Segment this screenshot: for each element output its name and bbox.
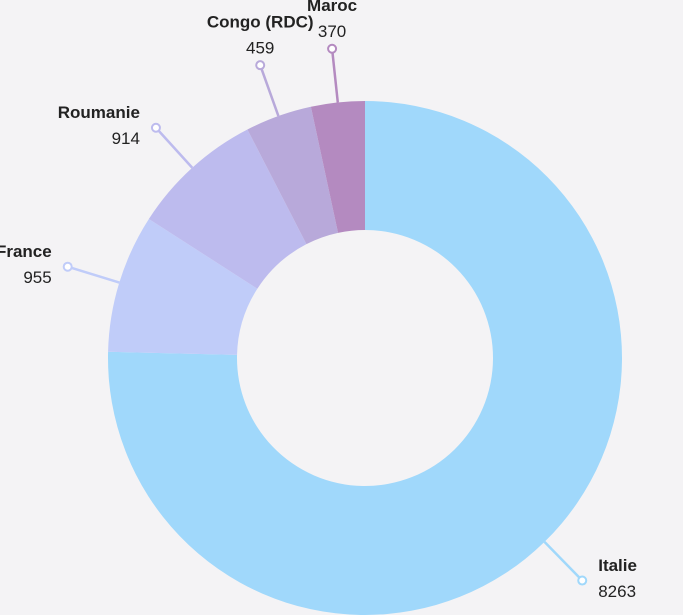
leader-dot bbox=[327, 43, 338, 54]
slice-label: Roumanie bbox=[58, 103, 140, 122]
leader-line bbox=[155, 126, 194, 169]
slice bbox=[247, 106, 339, 245]
leader-dot bbox=[577, 575, 588, 586]
slice bbox=[108, 218, 258, 355]
slice bbox=[310, 101, 365, 233]
slice-label: Congo (RDC) bbox=[207, 13, 314, 32]
leader-line bbox=[259, 64, 280, 117]
value-label: 370 bbox=[318, 22, 346, 41]
slice-label: Italie bbox=[598, 556, 637, 575]
slice-label: Maroc bbox=[307, 0, 357, 15]
value-label: 914 bbox=[112, 129, 140, 148]
slice bbox=[148, 129, 307, 289]
leader-dot bbox=[150, 122, 161, 133]
leader-dot bbox=[255, 60, 266, 71]
leader-line bbox=[543, 541, 584, 582]
leader-line bbox=[67, 265, 120, 284]
slice-label: France bbox=[0, 242, 52, 261]
value-label: 955 bbox=[23, 268, 51, 287]
value-label: 459 bbox=[246, 39, 274, 58]
leader-dot bbox=[62, 261, 73, 272]
slice bbox=[107, 101, 622, 615]
value-label: 8263 bbox=[598, 582, 636, 601]
leader-line bbox=[330, 48, 340, 103]
